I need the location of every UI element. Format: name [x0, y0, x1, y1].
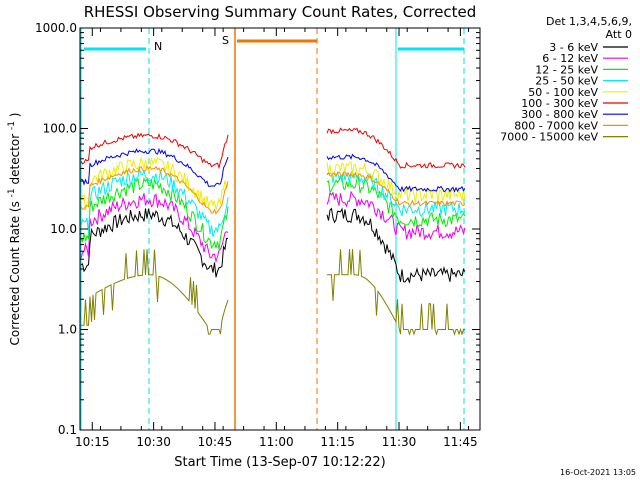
y-tick-label: 1.0: [58, 323, 77, 337]
legend-label: 50 - 100 keV: [528, 86, 598, 99]
y-axis-label-mid: detector: [8, 134, 22, 185]
series-line2-7000 - 15000 keV: [327, 249, 465, 336]
y-axis-label: Corrected Count Rate (s -1 detector -1 ): [3, 113, 22, 346]
plot-frame: [79, 27, 481, 431]
y-axis: 0.1 1.0 10.0 100.0 1000.0: [35, 21, 480, 437]
series-line2-50 - 100 keV: [326, 161, 466, 203]
series-line2-100 - 300 keV: [326, 127, 466, 170]
chart-title: RHESSI Observing Summary Count Rates, Co…: [84, 3, 477, 21]
x-tick-label: 11:00: [259, 435, 294, 449]
legend-header-att: Att 0: [606, 28, 632, 41]
series-line-12 - 25 keV: [80, 176, 229, 250]
series-line-300 - 800 keV: [80, 147, 229, 187]
night-label: N: [154, 40, 162, 53]
legend-label: 3 - 6 keV: [549, 41, 598, 54]
y-tick-label: 1000.0: [35, 21, 77, 35]
legend-header: Det 1,3,4,5,6,9,: [546, 15, 632, 28]
x-tick-label: 10:30: [136, 435, 171, 449]
series-line-25 - 50 keV: [80, 167, 229, 238]
legend-label: 300 - 800 keV: [521, 108, 598, 121]
x-tick-label: 10:45: [198, 435, 233, 449]
footer-date: 16-Oct-2021 13:05: [560, 468, 636, 477]
y-tick-label: 10.0: [50, 222, 77, 236]
saa-label: S: [222, 34, 229, 47]
y-axis-label-end: ): [8, 113, 22, 118]
legend-label: 12 - 25 keV: [535, 63, 598, 76]
x-tick-label: 11:15: [320, 435, 355, 449]
series-line-7000 - 15000 keV: [81, 249, 229, 335]
legend-label: 100 - 300 keV: [521, 97, 598, 110]
series-line-100 - 300 keV: [80, 132, 229, 170]
y-tick-label: 0.1: [58, 423, 77, 437]
y-tick-label: 100.0: [43, 122, 77, 136]
series-line-800 - 7000 keV: [80, 165, 229, 215]
series-line2-6 - 12 keV: [326, 190, 466, 241]
series-line-3 - 6 keV: [80, 208, 229, 278]
y-axis-label-sup2: -1: [7, 121, 17, 130]
x-tick-label: 11:45: [443, 435, 478, 449]
x-tick-label: 11:30: [382, 435, 417, 449]
x-axis: 10:15 10:30 10:45 11:00 11:15 11:30 11:45: [75, 28, 478, 449]
series-line2-300 - 800 keV: [326, 153, 466, 193]
y-axis-label-main: Corrected Count Rate (s: [8, 201, 22, 345]
legend-label: 25 - 50 keV: [535, 75, 598, 88]
legend-label: 7000 - 15000 keV: [500, 131, 598, 144]
x-axis-label: Start Time (13-Sep-07 10:12:22): [174, 455, 385, 470]
series-line2-3 - 6 keV: [326, 207, 466, 283]
legend-label: 800 - 7000 keV: [514, 119, 598, 132]
legend-label: 6 - 12 keV: [542, 52, 598, 65]
series-line-6 - 12 keV: [80, 193, 229, 264]
x-tick-label: 10:15: [75, 435, 110, 449]
y-axis-label-sup1: -1: [7, 188, 17, 197]
series-line-50 - 100 keV: [80, 156, 229, 211]
series-line2-800 - 7000 keV: [326, 171, 466, 207]
